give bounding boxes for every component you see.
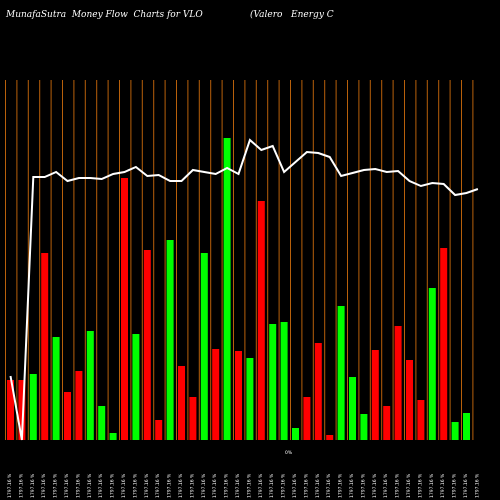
bar bbox=[371, 350, 379, 440]
bar bbox=[314, 343, 322, 440]
bar bbox=[257, 201, 265, 440]
bar bbox=[109, 433, 117, 440]
x-tick-label: 1797.16 % bbox=[178, 473, 184, 498]
bar bbox=[75, 371, 83, 440]
bar bbox=[64, 392, 71, 440]
bar bbox=[178, 366, 185, 440]
x-tick-label: 1797.16 % bbox=[7, 473, 13, 498]
bar bbox=[189, 397, 197, 440]
bar bbox=[463, 413, 470, 440]
x-tick-label: 1797.16 % bbox=[224, 473, 230, 498]
bar bbox=[86, 331, 94, 440]
x-tick-label: 1797.16 % bbox=[18, 473, 24, 498]
bar bbox=[280, 322, 288, 440]
bar bbox=[394, 326, 402, 440]
x-tick-label: 1797.16 % bbox=[189, 473, 195, 498]
x-tick-label: 1797.16 % bbox=[30, 473, 36, 498]
x-tick-label: 1797.16 % bbox=[167, 473, 173, 498]
x-tick-label: 1797.16 % bbox=[315, 473, 321, 498]
x-tick-label: 1797.16 % bbox=[201, 473, 207, 498]
x-tick-label: 1797.16 % bbox=[155, 473, 161, 498]
bar bbox=[235, 351, 242, 440]
x-tick-label: 1797.16 % bbox=[463, 473, 469, 498]
bar bbox=[200, 253, 208, 440]
bar bbox=[223, 138, 231, 440]
x-tick-label: 1797.16 % bbox=[440, 473, 446, 498]
x-tick-label: 1797.16 % bbox=[372, 473, 378, 498]
x-tick-label: 1797.16 % bbox=[144, 473, 150, 498]
x-tick-label: 1797.16 % bbox=[474, 473, 480, 498]
price-line-group bbox=[9, 138, 479, 441]
x-tick-label: 1797.16 % bbox=[326, 473, 332, 498]
x-tick-label: 1797.16 % bbox=[303, 473, 309, 498]
x-tick-label: 1797.16 % bbox=[360, 473, 366, 498]
bars bbox=[7, 138, 470, 440]
bar bbox=[52, 337, 60, 440]
x-tick-label: 1797.16 % bbox=[338, 473, 344, 498]
x-tick-label: 1797.16 % bbox=[452, 473, 458, 498]
price-line bbox=[9, 138, 479, 441]
chart-subtitle: (Valero Energy C bbox=[250, 10, 334, 20]
bar bbox=[406, 360, 413, 440]
grid-lines bbox=[5, 80, 474, 440]
x-tick-label: 1797.16 % bbox=[395, 473, 401, 498]
x-tick-label: 1797.16 % bbox=[406, 473, 412, 498]
bar bbox=[383, 406, 391, 440]
bar bbox=[98, 406, 106, 440]
bar bbox=[41, 253, 49, 440]
bar bbox=[269, 324, 277, 440]
x-tick-label: 1797.16 % bbox=[212, 473, 218, 498]
bar bbox=[292, 428, 299, 440]
chart-title: MunafaSutra Money Flow Charts for VLO bbox=[6, 10, 203, 20]
tick-labels: 1797.16 % 1797.16 % 1797.16 % 1797.16 % 1797… bbox=[7, 473, 480, 498]
x-tick-label: 1797.16 % bbox=[246, 473, 252, 498]
x-tick-label: 1797.16 % bbox=[87, 473, 93, 498]
bar bbox=[349, 377, 356, 440]
bar bbox=[303, 397, 311, 440]
x-tick-label: 1797.16 % bbox=[132, 473, 138, 498]
x-tick-label: 1797.16 % bbox=[258, 473, 264, 498]
x-tick-label: 1797.16 % bbox=[383, 473, 389, 498]
bar bbox=[143, 250, 151, 440]
x-tick-label: 1797.16 % bbox=[110, 473, 116, 498]
bar bbox=[155, 420, 163, 440]
bar bbox=[7, 380, 14, 440]
bar bbox=[246, 358, 254, 440]
x-tick-label: 1797.16 % bbox=[53, 473, 59, 498]
bar bbox=[18, 380, 26, 440]
x-tick-label: 1797.16 % bbox=[121, 473, 127, 498]
bar bbox=[166, 240, 174, 440]
x-tick-label: 1797.16 % bbox=[417, 473, 423, 498]
x-tick-label: 1797.16 % bbox=[64, 473, 70, 498]
bar bbox=[132, 334, 140, 440]
x-tick-label: 1797.16 % bbox=[98, 473, 104, 498]
x-tick-label: 1797.16 % bbox=[349, 473, 355, 498]
x-tick-label: 1797.16 % bbox=[429, 473, 435, 498]
bar bbox=[417, 400, 425, 440]
x-tick-label: 1797.16 % bbox=[41, 473, 47, 498]
bar bbox=[428, 288, 436, 440]
bar bbox=[360, 414, 368, 440]
bar bbox=[121, 178, 128, 440]
x-tick-label: 1797.16 % bbox=[281, 473, 287, 498]
x-tick-label: 1797.16 % bbox=[75, 473, 81, 498]
x-tick-label: 1797.16 % bbox=[235, 473, 241, 498]
bar bbox=[29, 374, 37, 440]
x-tick-label: 1797.16 % bbox=[292, 473, 298, 498]
bar bbox=[212, 349, 220, 440]
center-label: 0% bbox=[285, 450, 293, 456]
bar bbox=[337, 306, 345, 440]
bar bbox=[440, 248, 448, 440]
x-tick-label: 1797.16 % bbox=[269, 473, 275, 498]
bar bbox=[451, 422, 459, 440]
bar bbox=[326, 435, 334, 440]
